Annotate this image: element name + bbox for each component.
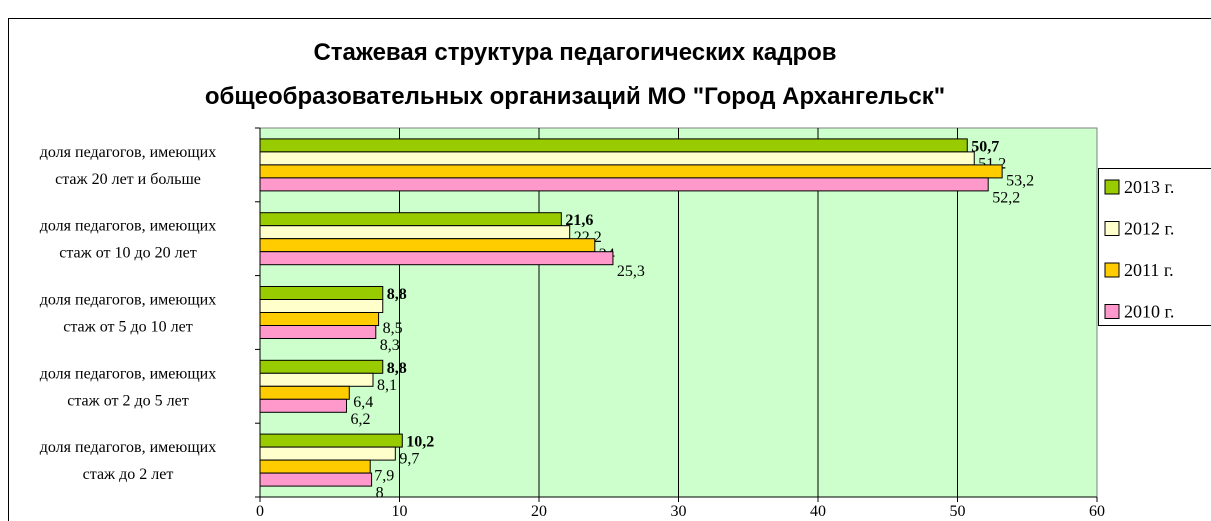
data-label: 9,7 [399, 451, 419, 468]
data-label: 8,3 [380, 337, 400, 354]
bar [259, 472, 373, 487]
y-tick-label: доля педагогов, имеющих [40, 439, 216, 456]
y-tick-label: стаж от 2 до 5 лет [67, 392, 188, 409]
data-label: 10,2 [406, 434, 434, 451]
x-tick-label: 30 [671, 503, 687, 520]
bar [259, 238, 596, 253]
legend-label: 2012 г. [1124, 219, 1174, 239]
legend-swatch [1104, 221, 1120, 236]
bar [259, 446, 396, 461]
bar [259, 177, 989, 192]
y-tick-label: доля педагогов, имеющих [40, 365, 216, 382]
data-label: 52,2 [992, 189, 1020, 206]
bar [259, 359, 384, 374]
bar [259, 151, 975, 166]
data-label: 8 [376, 485, 384, 502]
chart-title: общеобразовательных организаций МО "Горо… [205, 83, 945, 110]
bar [259, 459, 371, 474]
data-label: 7,9 [374, 468, 394, 485]
bar [259, 372, 374, 387]
x-tick-label: 60 [1089, 503, 1105, 520]
data-label: 50,7 [971, 138, 999, 155]
bar [259, 138, 968, 153]
bar [259, 164, 1003, 179]
bar [259, 433, 403, 448]
data-label: 8,8 [387, 360, 407, 377]
chart-title: Стажевая структура педагогических кадров [313, 39, 836, 66]
data-label: 6,2 [350, 411, 370, 428]
y-tick-label: доля педагогов, имеющих [40, 292, 216, 309]
y-tick-label: стаж от 10 до 20 лет [59, 245, 196, 262]
x-tick-label: 0 [256, 503, 264, 520]
bar [259, 312, 380, 326]
data-label: 8,1 [377, 377, 397, 394]
y-tick-label: доля педагогов, имеющих [40, 144, 216, 161]
x-tick-label: 20 [531, 503, 547, 520]
legend-label: 2011 г. [1124, 260, 1174, 280]
legend-swatch [1104, 262, 1120, 278]
data-label: 21,6 [565, 212, 593, 229]
legend-swatch [1104, 179, 1120, 195]
x-tick-label: 50 [950, 503, 966, 520]
data-label: 25,3 [617, 263, 645, 280]
data-label: 6,4 [353, 394, 373, 411]
y-tick-label: стаж 20 лет и больше [55, 171, 201, 188]
bar [259, 299, 384, 313]
bar [259, 398, 347, 413]
legend-label: 2013 г. [1124, 177, 1174, 197]
data-label: 53,2 [1006, 172, 1034, 189]
legend-box [1098, 168, 1211, 326]
bar [259, 251, 614, 266]
bar [259, 212, 562, 227]
legend-swatch [1104, 304, 1120, 319]
data-label: 8,5 [383, 320, 403, 337]
data-label: 8,8 [387, 286, 407, 303]
x-tick-label: 40 [810, 503, 826, 520]
y-tick-label: доля педагогов, имеющих [40, 218, 216, 235]
legend-label: 2010 г. [1124, 302, 1174, 322]
bar [259, 286, 384, 300]
x-tick-label: 10 [392, 503, 408, 520]
bar [259, 325, 377, 339]
y-tick-label: стаж от 5 до 10 лет [63, 319, 192, 336]
bar [259, 225, 571, 240]
bar [259, 385, 350, 400]
y-tick-label: стаж до 2 лет [83, 466, 174, 483]
